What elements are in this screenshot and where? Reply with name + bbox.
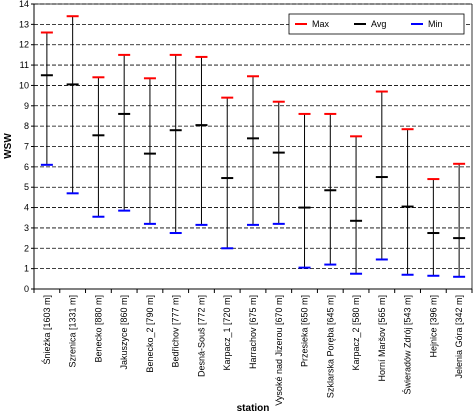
x-tick-label: Bedřichov [777 m] <box>171 295 181 368</box>
y-tick-label: 4 <box>24 203 29 213</box>
y-tick-label: 6 <box>24 162 29 172</box>
y-tick-label: 0 <box>24 284 29 294</box>
y-tick-label: 10 <box>19 80 29 90</box>
x-tick-label: Świeradów Zdrój [543 m] <box>402 295 413 395</box>
x-tick-label: Desná-Souš [772 m] <box>196 295 206 377</box>
y-tick-label: 2 <box>24 243 29 253</box>
x-tick-label: Horní Maršov [565 m] <box>377 295 387 382</box>
x-tick-label: Jelenia Góra [342 m] <box>454 295 464 379</box>
legend-box <box>288 13 465 35</box>
x-tick-label: Szklarska Poręba [645 m] <box>325 295 335 398</box>
x-tick-label: Benecko_2 [790 m] <box>145 295 155 373</box>
x-tick-label: Harrachov [675 m] <box>248 295 258 369</box>
y-tick-label: 7 <box>24 142 29 152</box>
x-tick-label: Vysoké nad Jizerou [670 m] <box>274 295 284 406</box>
legend-label-max: Max <box>312 19 330 29</box>
range-markers <box>40 15 466 278</box>
legend: Max Avg Min <box>288 13 465 35</box>
x-tick-label: Karpacz_2 [580 m] <box>351 295 361 371</box>
legend-label-min: Min <box>428 19 443 29</box>
x-tick-label: Benecko [880 m] <box>93 295 103 363</box>
y-tick-label: 14 <box>19 0 29 9</box>
y-axis-title: WSW <box>3 133 14 159</box>
y-tick-label: 5 <box>24 182 29 192</box>
x-axis-title: station <box>237 403 270 414</box>
x-tick-label: Hejnice [396 m] <box>428 295 438 358</box>
y-tick-label: 3 <box>24 223 29 233</box>
y-tick-label: 8 <box>24 121 29 131</box>
y-tick-label: 11 <box>20 60 29 70</box>
legend-label-avg: Avg <box>371 19 386 29</box>
x-tick-label: Przesieka [650 m] <box>300 295 310 367</box>
y-tick-label: 13 <box>19 19 29 29</box>
x-tick-label: Karpacz_1 [720 m] <box>222 295 232 371</box>
y-tick-label: 9 <box>24 101 29 111</box>
y-tick-label: 1 <box>24 264 29 274</box>
x-tick-label: Śnieżka [1603 m] <box>41 295 52 365</box>
y-tick-label: 12 <box>19 40 29 50</box>
x-tick-label: Jakuszyce [860 m] <box>119 295 129 370</box>
x-tick-label: Szrenica [1331 m] <box>68 295 78 368</box>
x-axis: Śnieżka [1603 m] Szrenica [1331 m] Benecko… <box>33 288 473 406</box>
